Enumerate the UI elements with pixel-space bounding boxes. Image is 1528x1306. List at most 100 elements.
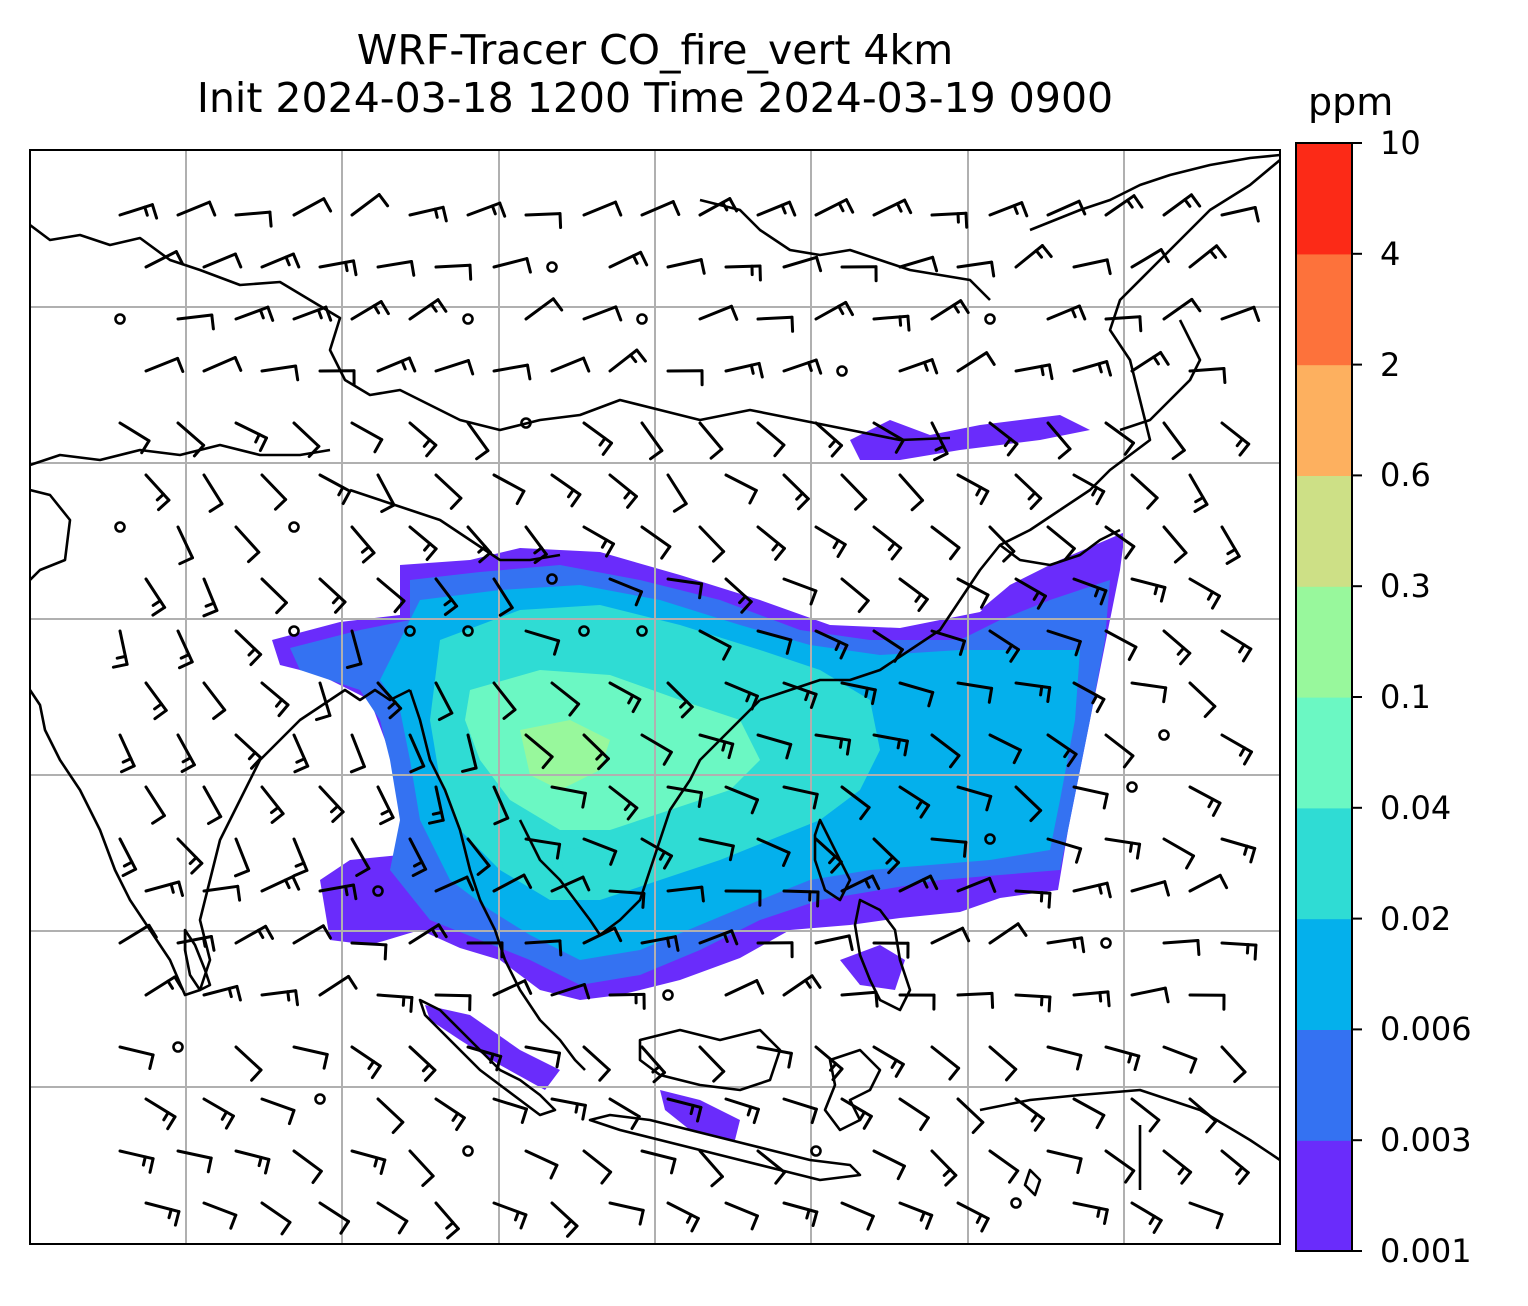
wind-barb-feather (1159, 248, 1170, 264)
wind-barb-staff (1046, 304, 1081, 321)
wind-barb-feather (1006, 442, 1019, 457)
wind-barb-half-feather (832, 538, 840, 550)
wind-barb-staff (202, 252, 237, 269)
wind-barb-half-feather (1096, 1206, 1101, 1218)
wind-barb-feather (264, 1157, 271, 1175)
wind-barb-half-feather (746, 1105, 753, 1117)
calm-wind-marker (462, 625, 474, 637)
calm-wind-marker (1010, 1197, 1022, 1209)
wind-barb-feather (1075, 847, 1083, 864)
wind-barb-staff (1104, 315, 1142, 321)
wind-barb-half-feather (598, 436, 607, 447)
colorbar-segment (1296, 697, 1352, 809)
wind-barb-feather (609, 849, 618, 866)
wind-barb-half-feather (400, 359, 407, 371)
wind-barb-feather (728, 197, 738, 213)
wind-barb-feather (379, 816, 395, 826)
wind-barb-staff (492, 681, 517, 712)
wind-barb-half-feather (1034, 249, 1043, 259)
wind-barb-feather (280, 1220, 292, 1236)
wind-barb-staff (756, 629, 793, 642)
wind-barb-feather (341, 489, 352, 505)
wind-barb-feather (324, 305, 333, 322)
wind-barb-feather (425, 443, 438, 458)
wind-barb-half-feather (1027, 491, 1037, 501)
wind-barb-feather (250, 1068, 263, 1082)
wind-barb-half-feather (1235, 1166, 1244, 1176)
wind-barb-half-feather (795, 491, 805, 501)
wind-barb-feather (862, 1114, 873, 1130)
wind-barb-staff (840, 681, 877, 692)
wind-barb-staff (756, 525, 786, 550)
wind-barb-feather (649, 449, 664, 461)
plume-philippines (840, 945, 905, 990)
wind-barb-half-feather (1207, 797, 1215, 809)
wind-barb-feather (1252, 305, 1261, 322)
wind-barb-staff (814, 934, 851, 945)
wind-barb-feather (235, 984, 242, 1002)
wind-barb-staff (492, 363, 529, 373)
wind-barb-feather (294, 364, 300, 382)
wind-barb-feather (441, 205, 448, 223)
wind-barb-feather (495, 1054, 503, 1072)
wind-barb-staff (898, 577, 929, 601)
wind-barb-feather (1095, 490, 1106, 506)
wind-barb-feather (347, 974, 358, 990)
wind-barb-half-feather (1206, 590, 1214, 601)
wind-barb-staff (1014, 244, 1044, 269)
calm-wind-marker (372, 885, 384, 897)
wind-barb-feather (600, 1170, 613, 1185)
wind-barb-feather (980, 1217, 990, 1233)
wind-barb-feather (948, 1066, 961, 1081)
wind-barb-staff (840, 785, 871, 809)
wind-barb-staff (434, 681, 454, 715)
wind-barb-feather (581, 875, 591, 892)
wind-barb-staff (724, 979, 759, 997)
wind-barb-half-feather (1094, 586, 1100, 598)
wind-barb-staff (350, 1149, 387, 1162)
wind-barb-feather (173, 1210, 181, 1227)
wind-barb-feather (988, 876, 997, 893)
wind-barb-half-feather (1098, 991, 1103, 1003)
wind-barb-feather (275, 601, 288, 615)
wind-barb-feather (812, 792, 819, 810)
wind-barb-half-feather (401, 995, 406, 1007)
wind-barb-feather (176, 356, 185, 373)
colorbar-segment (1296, 253, 1352, 366)
wind-barb-staff (524, 837, 562, 846)
wind-barb-half-feather (563, 1219, 573, 1229)
wind-barb-feather (844, 300, 854, 317)
wind-barb-staff (234, 837, 250, 873)
wind-barb-staff (608, 577, 643, 594)
wind-barb-feather (393, 599, 406, 614)
wind-barb-half-feather (422, 438, 432, 448)
wind-barb-feather (526, 363, 532, 381)
wind-barb-feather (809, 692, 818, 709)
wind-barb-half-feather (220, 1110, 228, 1121)
wind-barb-staff (582, 525, 615, 546)
wind-barb-half-feather (337, 485, 345, 497)
wind-barb-feather (652, 1071, 666, 1084)
wind-barb-staff (1220, 525, 1241, 558)
wind-barb-half-feather (631, 254, 639, 265)
wind-barb-feather (264, 924, 274, 940)
wind-barb-staff (1014, 681, 1052, 690)
wind-barb-feather (466, 359, 475, 376)
wind-barb-staff (782, 889, 820, 894)
wind-barb-staff (898, 1097, 930, 1120)
calm-wind-marker (462, 1145, 474, 1157)
wind-barb-half-feather (623, 489, 632, 500)
wind-barb-feather (903, 739, 909, 757)
wind-barb-staff (350, 629, 363, 666)
wind-barb-half-feather (155, 492, 165, 502)
wind-barb-feather (670, 1157, 677, 1175)
wind-barb-feather (1105, 360, 1112, 377)
wind-barb-feather (980, 593, 990, 609)
wind-barb-feather (1163, 986, 1170, 1004)
wind-barb-half-feather (1070, 307, 1077, 319)
wind-barb-feather (1222, 367, 1227, 384)
wind-barb-staff (318, 785, 345, 814)
wind-barb-feather (311, 1169, 323, 1184)
wind-barb-half-feather (1125, 198, 1134, 209)
wind-barb-half-feather (1063, 748, 1071, 759)
